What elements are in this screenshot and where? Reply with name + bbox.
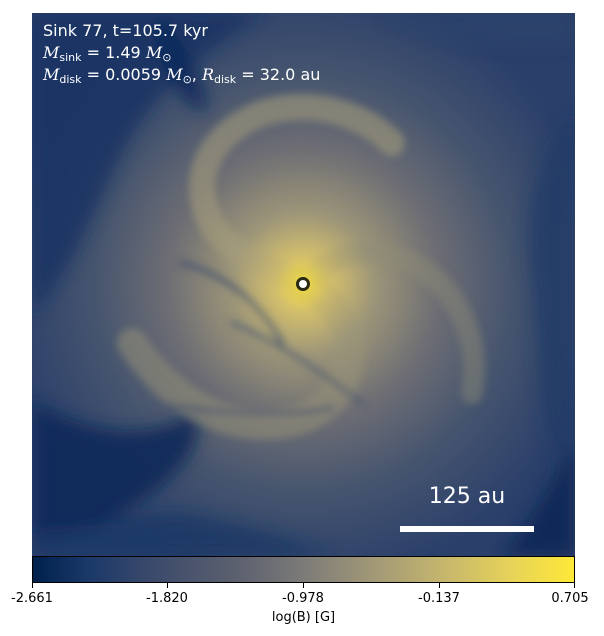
colorbar-tick <box>167 583 168 588</box>
colorbar-tick <box>32 583 33 588</box>
dark-field-regions <box>32 13 575 556</box>
colorbar-tick-label: 0.705 <box>551 591 589 606</box>
colorbar-tick <box>303 583 304 588</box>
colorbar-tick <box>574 583 575 588</box>
sink-id-time: Sink 77, t=105.7 kyr <box>43 21 208 40</box>
sink-marker <box>296 277 310 291</box>
colorbar-label: log(B) [G] <box>271 610 336 625</box>
colorbar <box>32 556 575 583</box>
colorbar-tick-label: -2.661 <box>11 591 53 606</box>
disk-properties: Mdisk = 0.0059 M⊙, Rdisk = 32.0 au <box>43 65 321 86</box>
colorbar-tick <box>439 583 440 588</box>
scalebar <box>400 526 534 532</box>
colorbar-tick-label: -0.978 <box>282 591 324 606</box>
magnetic-field-map <box>32 13 575 556</box>
scalebar-label: 125 au <box>428 484 506 509</box>
sink-mass: Msink = 1.49 M⊙ <box>43 43 172 64</box>
colorbar-tick-label: -1.820 <box>146 591 188 606</box>
colorbar-tick-label: -0.137 <box>418 591 460 606</box>
